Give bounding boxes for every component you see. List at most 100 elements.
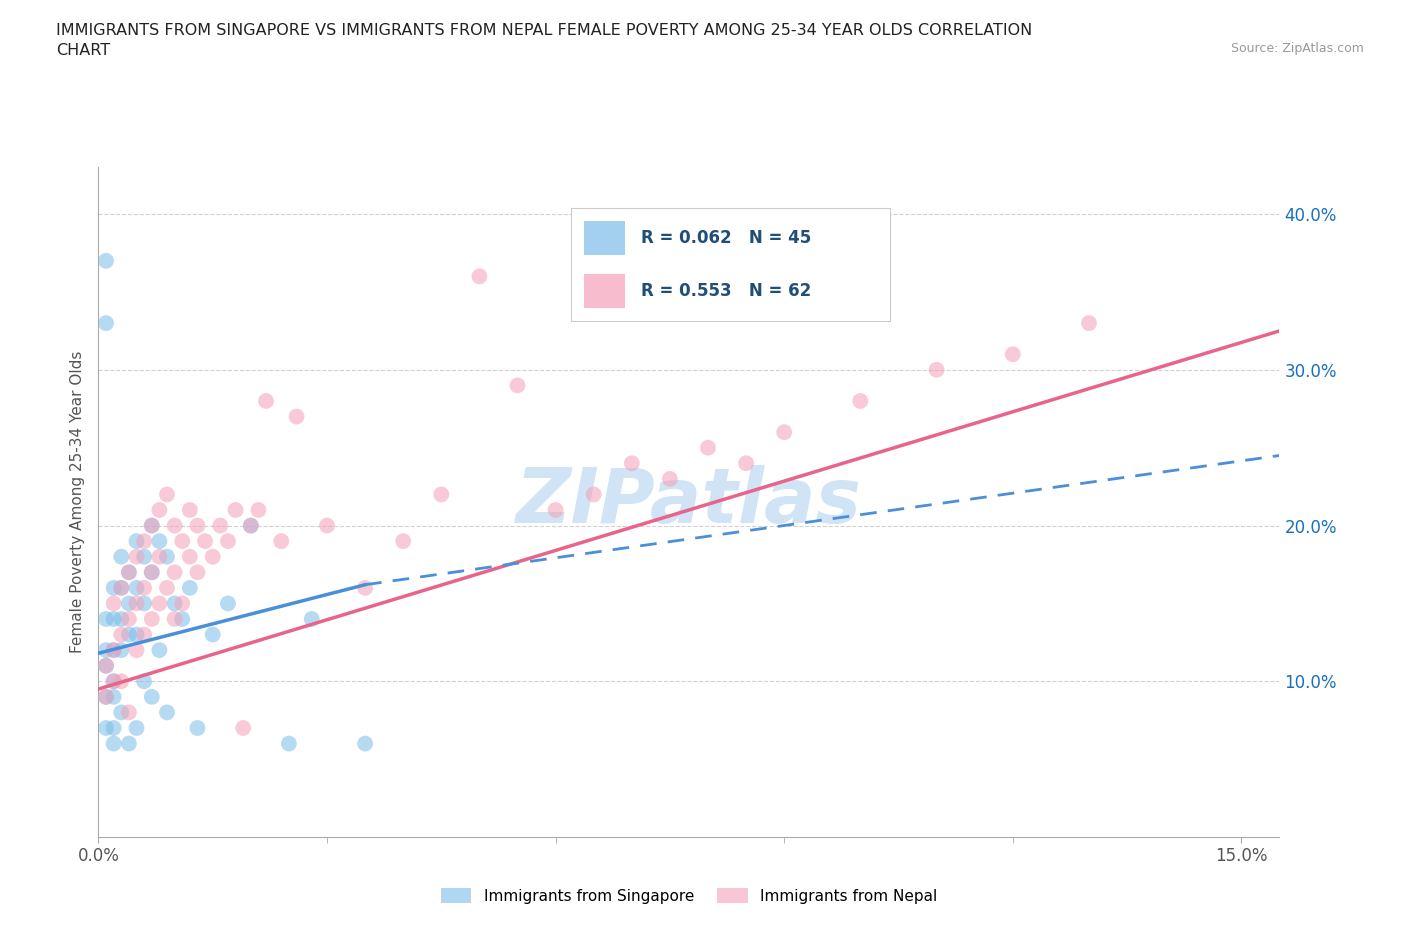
- Point: [103, 737, 125, 751]
- Point: [94, 253, 117, 268]
- Point: [118, 565, 141, 579]
- Point: [277, 737, 299, 751]
- Point: [285, 409, 308, 424]
- Point: [217, 596, 239, 611]
- Point: [103, 689, 125, 704]
- Point: [134, 627, 156, 642]
- Point: [506, 378, 529, 392]
- Point: [232, 721, 254, 736]
- Point: [118, 565, 141, 579]
- Point: [354, 580, 377, 595]
- Point: [163, 596, 186, 611]
- Point: [110, 674, 132, 689]
- Point: [148, 596, 170, 611]
- Point: [1078, 315, 1101, 330]
- Point: [697, 440, 720, 455]
- Point: [179, 502, 201, 517]
- Point: [125, 596, 148, 611]
- Point: [392, 534, 415, 549]
- Point: [134, 550, 156, 565]
- Point: [925, 363, 948, 378]
- Point: [179, 580, 201, 595]
- Point: [239, 518, 262, 533]
- Point: [544, 502, 567, 517]
- Point: [217, 534, 239, 549]
- Point: [172, 612, 194, 627]
- Point: [658, 472, 681, 486]
- Point: [773, 425, 796, 440]
- Point: [110, 550, 132, 565]
- Point: [110, 580, 132, 595]
- Point: [468, 269, 491, 284]
- Point: [94, 721, 117, 736]
- Point: [110, 580, 132, 595]
- Point: [354, 737, 377, 751]
- Point: [118, 627, 141, 642]
- Point: [94, 643, 117, 658]
- Point: [125, 643, 148, 658]
- Point: [148, 534, 170, 549]
- Point: [103, 721, 125, 736]
- Point: [172, 596, 194, 611]
- Point: [156, 705, 179, 720]
- Point: [316, 518, 339, 533]
- Text: Source: ZipAtlas.com: Source: ZipAtlas.com: [1230, 42, 1364, 55]
- Point: [125, 534, 148, 549]
- Point: [125, 580, 148, 595]
- Point: [103, 643, 125, 658]
- Y-axis label: Female Poverty Among 25-34 Year Olds: Female Poverty Among 25-34 Year Olds: [69, 351, 84, 654]
- Point: [103, 674, 125, 689]
- Point: [134, 534, 156, 549]
- Point: [620, 456, 643, 471]
- Point: [94, 689, 117, 704]
- Legend: Immigrants from Singapore, Immigrants from Nepal: Immigrants from Singapore, Immigrants fr…: [434, 882, 943, 910]
- Point: [94, 658, 117, 673]
- Point: [186, 721, 208, 736]
- Point: [1001, 347, 1024, 362]
- Point: [141, 612, 163, 627]
- Point: [254, 393, 277, 408]
- Point: [239, 518, 262, 533]
- Point: [141, 518, 163, 533]
- Point: [94, 658, 117, 673]
- Text: IMMIGRANTS FROM SINGAPORE VS IMMIGRANTS FROM NEPAL FEMALE POVERTY AMONG 25-34 YE: IMMIGRANTS FROM SINGAPORE VS IMMIGRANTS …: [56, 23, 1032, 58]
- Point: [849, 393, 872, 408]
- Point: [163, 565, 186, 579]
- Point: [118, 737, 141, 751]
- Point: [94, 315, 117, 330]
- Point: [141, 565, 163, 579]
- Point: [148, 550, 170, 565]
- Point: [118, 596, 141, 611]
- Point: [201, 550, 224, 565]
- Point: [110, 705, 132, 720]
- Point: [103, 674, 125, 689]
- Point: [156, 550, 179, 565]
- Point: [141, 689, 163, 704]
- Point: [172, 534, 194, 549]
- Point: [148, 643, 170, 658]
- Point: [247, 502, 270, 517]
- Point: [163, 518, 186, 533]
- Point: [186, 565, 208, 579]
- Point: [201, 627, 224, 642]
- Point: [156, 487, 179, 502]
- Point: [134, 596, 156, 611]
- Point: [118, 612, 141, 627]
- Point: [103, 580, 125, 595]
- Point: [148, 502, 170, 517]
- Point: [125, 550, 148, 565]
- Point: [94, 612, 117, 627]
- Point: [156, 580, 179, 595]
- Point: [118, 705, 141, 720]
- Point: [225, 502, 247, 517]
- Text: ZIPatlas: ZIPatlas: [516, 465, 862, 539]
- Point: [301, 612, 323, 627]
- Point: [134, 674, 156, 689]
- Point: [103, 643, 125, 658]
- Point: [270, 534, 292, 549]
- Point: [735, 456, 758, 471]
- Point: [186, 518, 208, 533]
- Point: [125, 627, 148, 642]
- Point: [163, 612, 186, 627]
- Point: [103, 596, 125, 611]
